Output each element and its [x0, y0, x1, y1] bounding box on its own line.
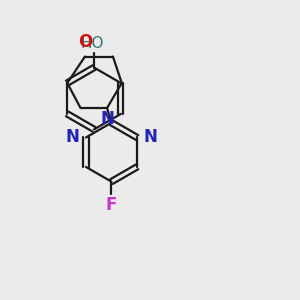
Text: HO: HO	[81, 36, 104, 51]
Text: O: O	[78, 33, 92, 51]
Text: N: N	[143, 128, 157, 146]
Text: F: F	[106, 196, 117, 214]
Text: N: N	[100, 110, 114, 128]
Text: N: N	[66, 128, 80, 146]
